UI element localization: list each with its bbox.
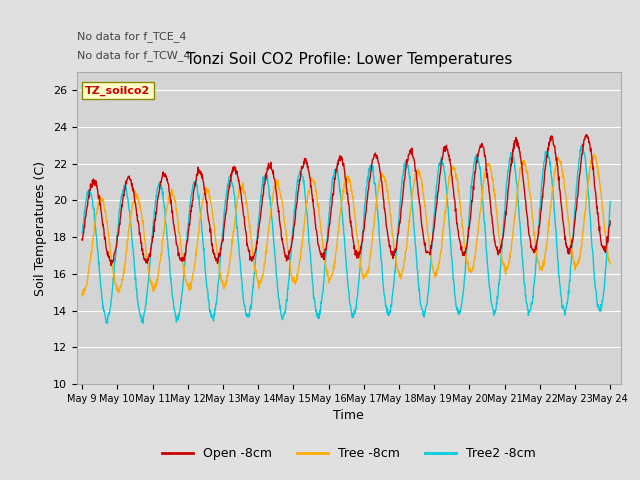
Open -8cm (255, 226, 263, 231)
Tree2 -8cm (196, 205, 204, 211)
Tree2 -8cm (544, 150, 552, 156)
Line: Tree2 -8cm: Tree2 -8cm (82, 145, 610, 324)
Tree2 -8cm (255, 212, 263, 218)
Tree -8cm (543, 235, 551, 240)
Title: Tonzi Soil CO2 Profile: Lower Temperatures: Tonzi Soil CO2 Profile: Lower Temperatur… (186, 52, 512, 67)
Tree2 -8cm (78, 230, 86, 236)
Legend: Open -8cm, Tree -8cm, Tree2 -8cm: Open -8cm, Tree -8cm, Tree2 -8cm (157, 442, 541, 465)
Tree2 -8cm (104, 321, 111, 326)
Tree -8cm (606, 261, 614, 267)
Open -8cm (196, 168, 204, 174)
Text: TZ_soilco2: TZ_soilco2 (85, 85, 150, 96)
Tree -8cm (183, 279, 191, 285)
Open -8cm (582, 132, 590, 138)
Open -8cm (544, 145, 552, 151)
Tree -8cm (428, 261, 436, 267)
Tree -8cm (78, 293, 86, 299)
Open -8cm (497, 242, 505, 248)
Text: No data for f_TCW_4: No data for f_TCW_4 (77, 50, 190, 61)
Open -8cm (183, 238, 191, 244)
X-axis label: Time: Time (333, 409, 364, 422)
Tree2 -8cm (183, 234, 191, 240)
Tree -8cm (255, 278, 262, 284)
Tree -8cm (497, 250, 505, 256)
Text: No data for f_TCE_4: No data for f_TCE_4 (77, 32, 186, 42)
Open -8cm (428, 238, 436, 244)
Line: Tree -8cm: Tree -8cm (82, 154, 610, 296)
Tree -8cm (591, 151, 598, 157)
Tree2 -8cm (606, 199, 614, 204)
Tree -8cm (196, 218, 204, 224)
Line: Open -8cm: Open -8cm (82, 135, 610, 265)
Tree2 -8cm (497, 252, 505, 258)
Open -8cm (606, 218, 614, 224)
Tree2 -8cm (578, 143, 586, 148)
Open -8cm (108, 263, 115, 268)
Tree2 -8cm (428, 238, 436, 243)
Open -8cm (78, 236, 86, 241)
Y-axis label: Soil Temperatures (C): Soil Temperatures (C) (35, 160, 47, 296)
